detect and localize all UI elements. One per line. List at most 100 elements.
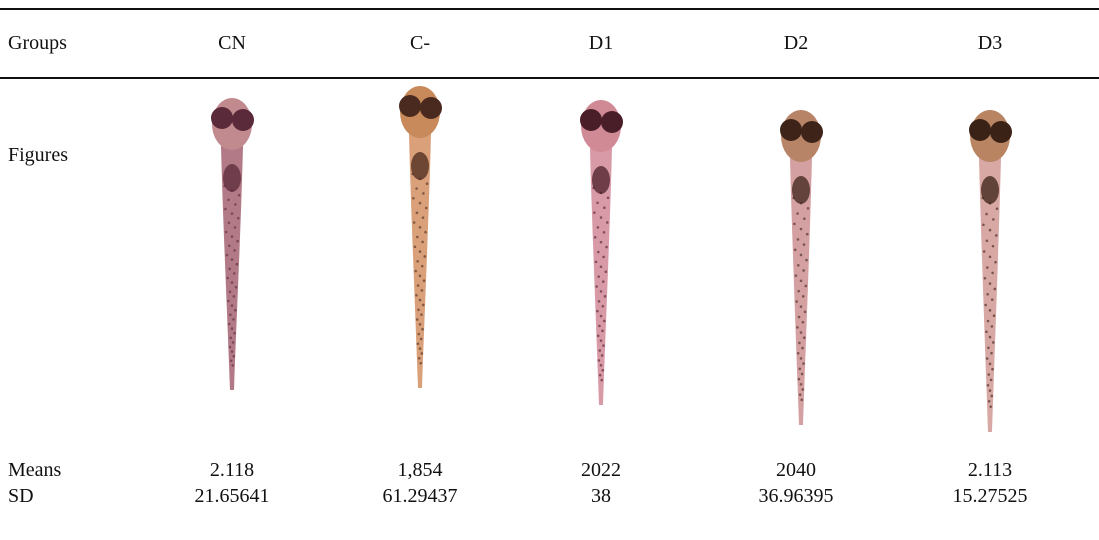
fish-speckle: [415, 318, 419, 321]
fish-speckle: [799, 331, 803, 334]
fish-speckle: [230, 235, 234, 238]
fish-speckle: [986, 293, 989, 296]
mean-value: 1,854: [397, 459, 443, 481]
fish-speckle: [415, 211, 419, 215]
fish-speckle: [802, 336, 806, 340]
fish-speckle: [233, 308, 237, 312]
fish-eye: [780, 119, 802, 141]
fish-speckle: [799, 357, 803, 360]
fish-speckle: [416, 260, 419, 263]
fish-speckle: [985, 239, 989, 243]
fish-speckle: [596, 201, 599, 205]
fish-speckle: [602, 344, 605, 347]
fish-speckle: [228, 290, 232, 294]
fish-speckle: [601, 329, 604, 333]
fish-speckle: [593, 211, 596, 214]
fish-speckle: [414, 269, 417, 273]
fish-speckle: [234, 285, 238, 289]
fish-speckle: [412, 196, 415, 200]
fish-speckle: [415, 187, 418, 190]
fish-speckle: [416, 235, 419, 239]
fish-speckle: [603, 206, 606, 209]
fish-speckle: [798, 393, 802, 396]
fish-speckle: [418, 177, 422, 181]
fish-speckle: [424, 230, 427, 234]
column-header: D3: [977, 32, 1003, 54]
fish-speckle: [420, 313, 423, 316]
fish-speckle: [793, 222, 796, 226]
fish-speckle: [597, 359, 601, 362]
fish-speckle: [986, 383, 990, 387]
fish-speckle: [801, 320, 805, 324]
fish-speckle: [593, 235, 597, 239]
fish-speckle: [989, 405, 993, 408]
fish-speckle: [231, 364, 235, 367]
fish-speckle: [797, 289, 800, 293]
fish-speckle: [230, 281, 234, 284]
fish-speckle: [420, 264, 424, 268]
fish-speckle: [798, 341, 801, 345]
column-header: C-: [410, 32, 430, 54]
fish-speckle: [988, 389, 992, 392]
fish-speckle: [987, 373, 991, 376]
fish-speckle: [799, 305, 803, 308]
fish-speckle: [799, 279, 803, 283]
fish-speckle: [421, 216, 425, 219]
fish-speckle: [795, 300, 798, 303]
fish-speckle: [598, 324, 601, 328]
fish-speckle: [235, 262, 239, 266]
fish-speckle: [597, 299, 601, 303]
fish-speckle: [232, 295, 236, 298]
fish-speckle: [806, 207, 810, 210]
fish-speckle: [233, 249, 236, 252]
fish-speckle: [792, 196, 795, 200]
fish-speckle: [602, 231, 606, 234]
fish-speckle: [991, 271, 994, 275]
fish-speckle: [601, 280, 605, 283]
fish-speckle: [802, 362, 805, 365]
fish-speckle: [985, 330, 988, 334]
fish-speckle: [803, 217, 806, 220]
fish-speckle: [988, 255, 992, 259]
fish-speckle: [796, 326, 799, 329]
fish-speckle: [797, 377, 801, 381]
fish-speckle: [800, 398, 804, 402]
fish-speckle: [418, 201, 422, 205]
fish-speckle: [602, 319, 606, 323]
fish-speckle: [422, 279, 426, 283]
fish-speckle: [230, 189, 234, 192]
fish-speckle: [224, 207, 227, 211]
fish-eye: [399, 95, 421, 117]
fish-speckle: [991, 367, 994, 371]
fish-speckle: [420, 289, 424, 292]
fish-speckle: [601, 304, 605, 308]
fish-speckle: [223, 184, 226, 188]
fish-speckle: [596, 334, 600, 338]
fish-speckle: [797, 263, 800, 267]
fish-speckle: [236, 239, 239, 243]
fish-speckle: [224, 230, 228, 234]
fish-speckle: [594, 260, 598, 264]
fish-speckle: [230, 304, 234, 307]
fish-speckle: [802, 269, 805, 272]
fish-speckle: [991, 244, 995, 248]
fish-speckle: [992, 314, 996, 318]
fish-speckle: [801, 295, 805, 298]
fish-eye: [990, 121, 1012, 143]
fish-speckle: [232, 272, 236, 275]
fish-speckle: [985, 212, 988, 216]
fish-speckle: [228, 244, 231, 248]
fish-speckle: [230, 212, 234, 215]
fish-speckle: [236, 216, 240, 220]
fish-speckle: [226, 276, 229, 280]
fish-speckle: [232, 354, 236, 358]
fish-eye: [580, 109, 602, 131]
fish-speckle: [987, 346, 990, 350]
fish-speckle: [802, 243, 806, 246]
fish-eye: [969, 119, 991, 141]
fish-speckle: [798, 367, 802, 371]
fish-speckle: [599, 265, 603, 269]
fish-speckle: [418, 347, 422, 350]
fish-speckle: [229, 359, 233, 363]
